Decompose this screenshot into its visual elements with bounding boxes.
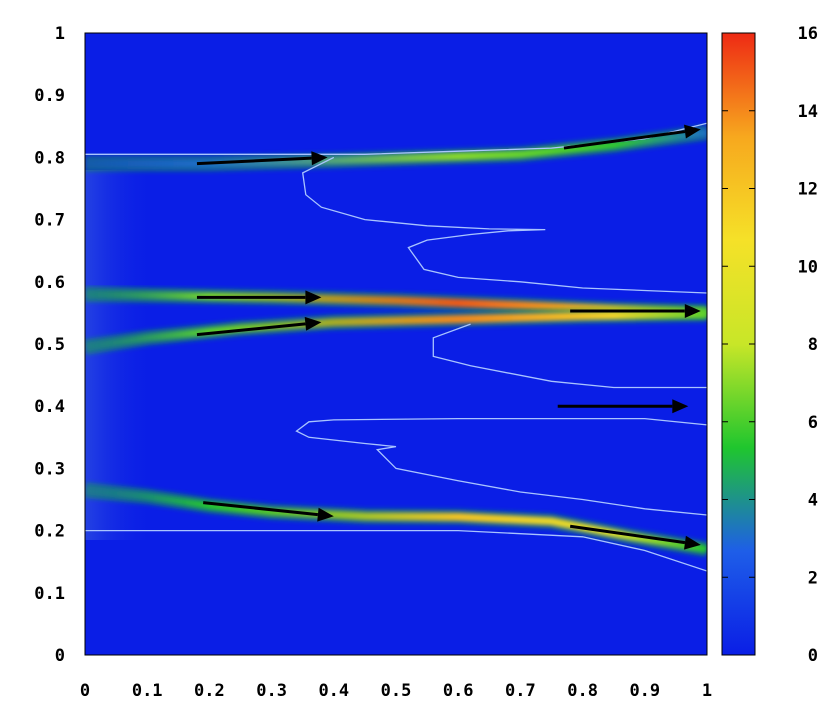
colorbar-tick-label: 14: [798, 102, 818, 122]
x-tick-label: 0.5: [381, 681, 412, 701]
plot-frame: [84, 32, 708, 656]
x-tick-label: 0.2: [194, 681, 225, 701]
colorbar-ticks: 0 2 4 6 8 10 12 14 16: [722, 24, 818, 666]
flow-arrow: [203, 501, 334, 522]
y-tick-label: 0.4: [34, 397, 65, 417]
contour-line: [432, 323, 707, 389]
colorbar-tick-label: 12: [798, 180, 818, 200]
y-tick-label: 0.6: [34, 273, 65, 293]
y-tick-label: 0.1: [34, 584, 65, 604]
beam: [85, 310, 707, 352]
arrow-layer: [196, 124, 701, 550]
y-tick-label: 0.8: [34, 148, 65, 168]
x-tick-label: 0.3: [256, 681, 287, 701]
colorbar-tick-label: 6: [808, 413, 818, 433]
flow-arrow: [557, 399, 689, 414]
x-axis-ticks: 0 0.1 0.2 0.3 0.4 0.5 0.6 0.7 0.8 0.9 1: [80, 681, 712, 701]
colorbar-tick-label: 16: [798, 24, 818, 44]
x-tick-label: 0.4: [318, 681, 349, 701]
flow-arrow: [196, 316, 322, 337]
contour-line: [85, 122, 707, 155]
flow-arrow: [196, 290, 322, 305]
colorbar-tick-label: 4: [808, 491, 818, 511]
x-tick-label: 1: [702, 681, 712, 701]
contour-line: [301, 156, 707, 294]
flow-arrow: [569, 524, 701, 550]
x-tick-label: 0.6: [443, 681, 474, 701]
y-tick-label: 0.3: [34, 459, 65, 479]
x-tick-label: 0.9: [629, 681, 660, 701]
colorbar-tick-label: 10: [798, 257, 818, 277]
x-tick-label: 0.8: [567, 681, 598, 701]
left-edge-glow: [85, 170, 155, 540]
y-tick-label: 0.7: [34, 211, 65, 231]
flow-arrow: [570, 304, 701, 318]
y-tick-label: 0.2: [34, 522, 65, 542]
flow-arrow: [196, 151, 328, 166]
flow-arrow: [563, 124, 701, 150]
y-tick-label: 0: [55, 646, 65, 666]
plot-background: [85, 33, 707, 655]
y-tick-label: 0.5: [34, 335, 65, 355]
colorbar-tick-label: 2: [808, 568, 818, 588]
colorbar-tick-label: 0: [808, 646, 818, 666]
x-tick-label: 0.1: [132, 681, 163, 701]
contour-line: [295, 417, 707, 516]
contour-line: [85, 529, 707, 572]
contour-layer: [85, 122, 707, 572]
plot-content: [85, 122, 707, 572]
y-tick-label: 1: [55, 24, 65, 44]
colorbar-tick-label: 8: [808, 335, 818, 355]
x-tick-label: 0.7: [505, 681, 536, 701]
y-axis-ticks: 0 0.1 0.2 0.3 0.4 0.5 0.6 0.7 0.8 0.9 1: [34, 24, 65, 666]
y-tick-label: 0.9: [34, 86, 65, 106]
x-tick-label: 0: [80, 681, 90, 701]
